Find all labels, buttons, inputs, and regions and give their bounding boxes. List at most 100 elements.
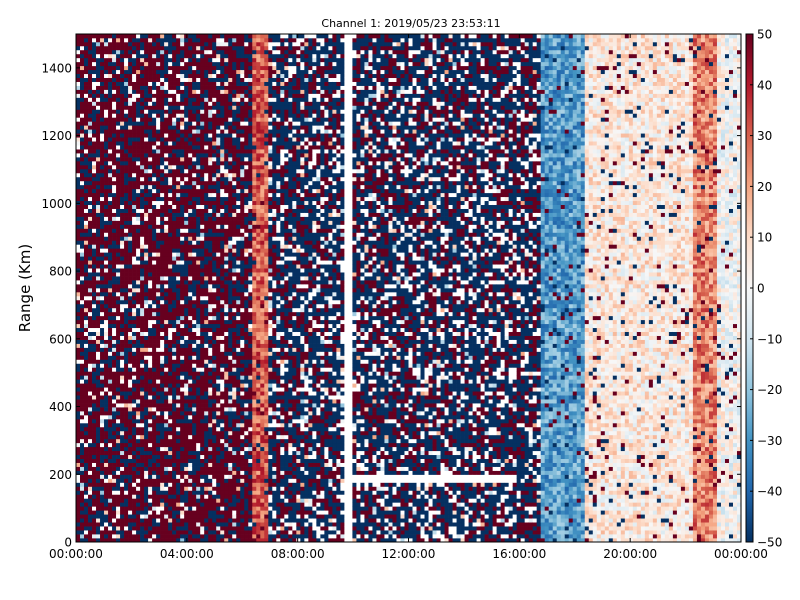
- heatmap-cell: [140, 534, 145, 539]
- heatmap-cell: [196, 335, 201, 340]
- heatmap-cell: [88, 319, 93, 325]
- heatmap-cell: [144, 311, 149, 317]
- heatmap-cell: [220, 450, 225, 456]
- heatmap-cell: [192, 418, 197, 424]
- heatmap-cell: [144, 391, 149, 396]
- heatmap-cell: [148, 522, 153, 527]
- heatmap-cell: [204, 113, 209, 118]
- heatmap-cell: [220, 530, 225, 535]
- heatmap-cell: [116, 256, 121, 261]
- heatmap-cell: [100, 450, 105, 456]
- heatmap-cell: [176, 220, 181, 225]
- heatmap-cell: [84, 37, 89, 43]
- heatmap-cell: [152, 319, 157, 325]
- heatmap-cell: [160, 434, 165, 440]
- heatmap-cell: [92, 486, 97, 491]
- heatmap-cell: [212, 125, 217, 130]
- heatmap-cell: [208, 101, 213, 106]
- heatmap-cell: [84, 224, 89, 229]
- heatmap-cell: [204, 462, 209, 467]
- heatmap-cell: [216, 236, 221, 241]
- heatmap-cell: [76, 232, 81, 237]
- heatmap-cell: [164, 530, 169, 535]
- heatmap-cell: [208, 268, 213, 273]
- heatmap-cell: [140, 288, 145, 293]
- heatmap-cell: [120, 367, 125, 372]
- heatmap-cell: [224, 494, 229, 499]
- heatmap-cell: [116, 164, 121, 170]
- heatmap-cell: [160, 77, 165, 82]
- heatmap-cell: [140, 490, 145, 495]
- heatmap-cell: [88, 391, 93, 396]
- heatmap-cell: [116, 351, 121, 356]
- heatmap-cell: [108, 295, 113, 301]
- heatmap-cell: [128, 331, 133, 336]
- heatmap-cell: [108, 85, 113, 90]
- heatmap-cell: [124, 311, 129, 317]
- heatmap-cell: [108, 157, 113, 162]
- heatmap-cell: [220, 252, 225, 257]
- heatmap-cell: [156, 446, 161, 452]
- heatmap-cell: [164, 331, 169, 336]
- heatmap-cell: [180, 323, 185, 329]
- heatmap-cell: [220, 125, 225, 130]
- heatmap-cell: [152, 418, 157, 424]
- heatmap-cell: [172, 188, 177, 194]
- heatmap-cell: [120, 490, 125, 495]
- heatmap-cell: [168, 228, 173, 233]
- heatmap-cell: [88, 291, 93, 297]
- heatmap-cell: [224, 168, 229, 174]
- heatmap-cell: [124, 280, 129, 285]
- heatmap-cell: [112, 268, 117, 273]
- heatmap-cell: [92, 57, 97, 63]
- heatmap-cell: [184, 180, 189, 186]
- heatmap-cell: [128, 192, 133, 198]
- heatmap-cell: [196, 399, 201, 404]
- heatmap-cell: [116, 415, 121, 420]
- heatmap-cell: [220, 260, 225, 265]
- heatmap-cell: [132, 442, 137, 448]
- heatmap-cell: [200, 530, 205, 535]
- heatmap-cell: [136, 418, 141, 424]
- heatmap-cell: [168, 422, 173, 428]
- heatmap-cell: [92, 502, 97, 507]
- heatmap-cell: [172, 184, 177, 190]
- heatmap-cell: [152, 518, 157, 523]
- heatmap-cell: [120, 256, 125, 261]
- heatmap-cell: [92, 518, 97, 523]
- heatmap-cell: [148, 506, 153, 511]
- heatmap-cell: [192, 391, 197, 396]
- heatmap-cell: [156, 319, 161, 325]
- heatmap-cell: [84, 518, 89, 523]
- heatmap-cell: [192, 93, 197, 98]
- heatmap-cell: [220, 109, 225, 114]
- heatmap-cell: [88, 168, 93, 174]
- heatmap-cell: [196, 446, 201, 452]
- heatmap-cell: [216, 530, 221, 535]
- heatmap-cell: [136, 81, 141, 86]
- heatmap-cell: [100, 288, 105, 293]
- heatmap-cell: [96, 161, 101, 166]
- heatmap-cell: [124, 232, 129, 237]
- heatmap-cell: [132, 375, 137, 380]
- heatmap-cell: [208, 240, 213, 245]
- heatmap-cell: [76, 137, 81, 142]
- heatmap-cell: [148, 57, 153, 63]
- heatmap-cell: [160, 145, 165, 150]
- heatmap-cell: [176, 438, 181, 444]
- heatmap-cell: [108, 161, 113, 166]
- heatmap-cell: [108, 514, 113, 519]
- heatmap-cell: [228, 89, 233, 94]
- heatmap-cell: [136, 359, 141, 364]
- heatmap-cell: [104, 407, 109, 412]
- heatmap-cell: [92, 184, 97, 190]
- heatmap-cell: [228, 387, 233, 392]
- heatmap-cell: [96, 280, 101, 285]
- heatmap-cell: [88, 53, 93, 59]
- heatmap-cell: [100, 69, 105, 75]
- heatmap-cell: [148, 327, 153, 333]
- heatmap-cell: [128, 268, 133, 273]
- heatmap-cell: [136, 101, 141, 106]
- heatmap-cell: [136, 244, 141, 249]
- heatmap-cell: [212, 315, 217, 321]
